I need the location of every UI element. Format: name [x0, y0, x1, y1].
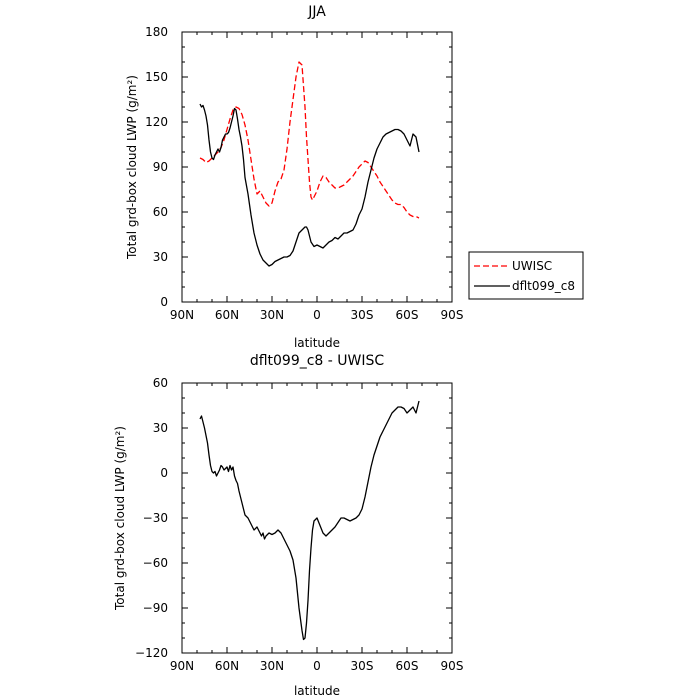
y-tick-label: 60 [153, 376, 168, 390]
y-tick-label: 30 [153, 250, 168, 264]
bottom-axes-ticks: 90N 60N 30N 0 30S 60S 90S −120 −90 −60 −30 0 30 60 [135, 376, 463, 673]
y-tick-label: 120 [145, 115, 168, 129]
x-tick-label: 60S [396, 308, 419, 322]
bottom-chart-title: dflt099_c8 - UWISC [250, 353, 385, 369]
top-plot-area [199, 61, 420, 267]
y-tick-label: 0 [160, 466, 168, 480]
top-axes-ticks: 90N 60N 30N 0 30S 60S 90S 0 30 60 90 120 150 180 [145, 25, 463, 322]
legend-box [468, 251, 584, 300]
y-tick-label: 180 [145, 25, 168, 39]
top-panel: JJA 90N 60N 30N 0 30S 60S 90S0306090120150180 … [125, 4, 463, 350]
y-tick-label: 30 [153, 421, 168, 435]
x-tick-label: 90N [170, 659, 194, 673]
bottom-plot-area [199, 400, 420, 641]
x-tick-label: 30N [260, 308, 284, 322]
y-tick-label: 90 [153, 160, 168, 174]
x-tick-label: 90N [170, 308, 194, 322]
top-series-uwisc-line [199, 61, 420, 219]
bottom-y-axis-label: Total grd-box cloud LWP (g/m²) [113, 426, 127, 611]
legend-dflt-label: dflt099_c8 [512, 279, 575, 293]
top-plot-frame [181, 31, 453, 303]
x-tick-label: 30S [351, 659, 374, 673]
bottom-series-difference-line [199, 400, 420, 641]
y-tick-label: −60 [143, 556, 168, 570]
x-tick-label: 0 [313, 308, 321, 322]
x-tick-label: 90S [441, 659, 464, 673]
legend: UWISC dflt099_c8 [468, 251, 584, 300]
y-tick-label: −90 [143, 601, 168, 615]
x-tick-label: 60N [215, 308, 239, 322]
bottom-x-axis-label: latitude [294, 684, 340, 698]
x-tick-label: 30S [351, 308, 374, 322]
y-tick-label: 60 [153, 205, 168, 219]
x-tick-label: 90S [441, 308, 464, 322]
x-tick-label: 30N [260, 659, 284, 673]
top-series-dflt099-c8-line [199, 103, 420, 267]
top-chart-title: JJA [307, 4, 326, 20]
x-tick-label: 60S [396, 659, 419, 673]
x-tick-label: 0 [313, 659, 321, 673]
y-tick-label: −30 [143, 511, 168, 525]
x-tick-label: 60N [215, 659, 239, 673]
top-x-axis-label: latitude [294, 336, 340, 350]
bottom-panel: dflt099_c8 - UWISC 90N 60N 30N 0 30S 60S 90S −1… [113, 353, 463, 698]
top-y-axis-label: Total grd-box cloud LWP (g/m²) [125, 75, 139, 260]
y-tick-label: 150 [145, 70, 168, 84]
legend-uwisc-label: UWISC [512, 259, 552, 273]
y-tick-label: 0 [160, 295, 168, 309]
y-tick-label: −120 [135, 646, 168, 660]
